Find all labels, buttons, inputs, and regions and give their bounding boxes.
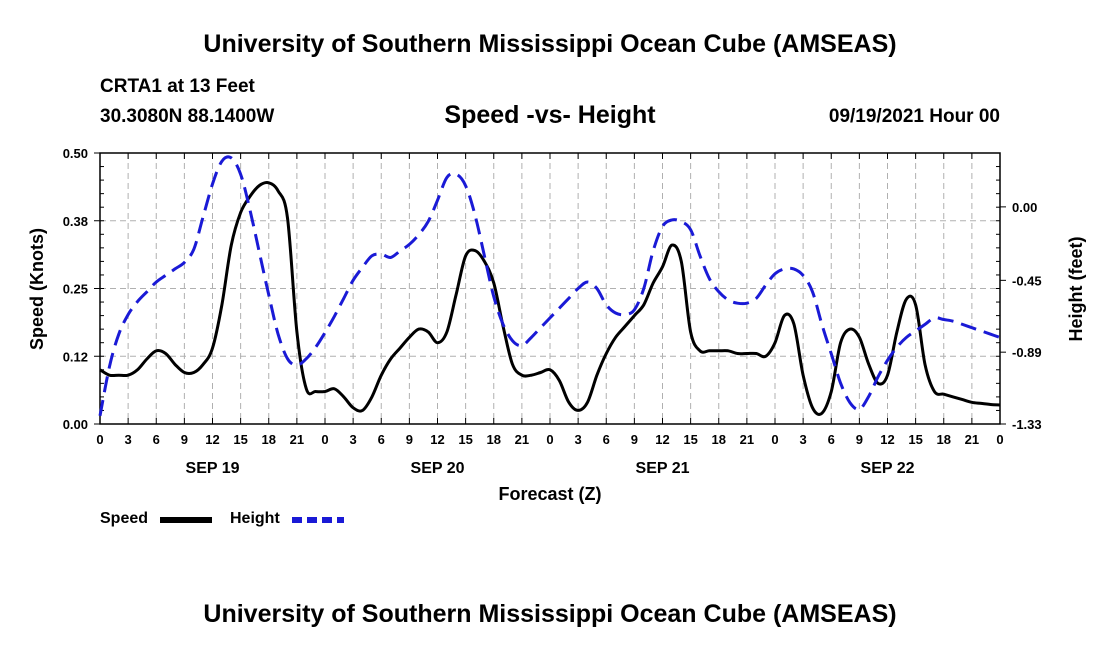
- x-tick-label: 21: [515, 432, 529, 447]
- station-label: CRTA1 at 13 Feet: [100, 76, 255, 97]
- x-tick-label: 18: [937, 432, 951, 447]
- x-tick-label: 12: [430, 432, 444, 447]
- x-tick-label: 6: [378, 432, 385, 447]
- y-tick-label: 0.00: [63, 417, 88, 432]
- y-tick-label: 0.38: [63, 214, 88, 229]
- x-tick-label: 9: [406, 432, 413, 447]
- x-tick-label: 0: [996, 432, 1003, 447]
- x-tick-label: 18: [712, 432, 726, 447]
- legend-speed-label: Speed: [100, 510, 149, 527]
- grid-lines: [100, 153, 1000, 424]
- x-tick-label: 15: [908, 432, 922, 447]
- day-label: SEP 19: [186, 460, 240, 477]
- x-tick-label: 9: [181, 432, 188, 447]
- x-tick-label: 3: [575, 432, 582, 447]
- y2-tick-label: -0.89: [1012, 345, 1042, 360]
- y-axis-label: Speed (Knots): [27, 228, 47, 350]
- x-tick-label: 0: [546, 432, 553, 447]
- day-label: SEP 21: [636, 460, 690, 477]
- x-tick-label: 9: [631, 432, 638, 447]
- x-tick-label: 18: [487, 432, 501, 447]
- forecast-datetime: 09/19/2021 Hour 00: [828, 106, 1000, 127]
- x-tick-label: 21: [965, 432, 979, 447]
- x-tick-label: 21: [290, 432, 304, 447]
- speed-series-line: [99, 181, 1001, 416]
- x-axis-label: Forecast (Z): [498, 484, 601, 504]
- chart-title-top: University of Southern Mississippi Ocean…: [203, 30, 897, 58]
- legend-height-label: Height: [230, 510, 280, 527]
- x-tick-label: 0: [96, 432, 103, 447]
- x-tick-label: 21: [740, 432, 754, 447]
- y2-axis-label: Height (feet): [1066, 237, 1086, 342]
- x-tick-label: 15: [683, 432, 697, 447]
- day-label: SEP 22: [861, 460, 915, 477]
- x-tick-label: 12: [655, 432, 669, 447]
- day-label: SEP 20: [411, 460, 465, 477]
- axis-ticks: 0 3 6 9 12 15 18 21 0 3 6 9 12 15 18 21 0 3 6 9 12 15 18 21 0 3 6 9…: [63, 146, 1042, 477]
- x-tick-label: 3: [125, 432, 132, 447]
- x-tick-label: 9: [856, 432, 863, 447]
- series-group: [98, 155, 1001, 417]
- x-tick-label: 3: [800, 432, 807, 447]
- y-tick-label: 0.12: [63, 349, 88, 364]
- height-series-line: [98, 155, 1001, 417]
- x-tick-label: 15: [458, 432, 472, 447]
- y2-tick-label: -0.45: [1012, 273, 1042, 288]
- x-tick-label: 12: [205, 432, 219, 447]
- x-tick-label: 12: [880, 432, 894, 447]
- x-tick-label: 0: [321, 432, 328, 447]
- x-tick-label: 15: [233, 432, 247, 447]
- x-tick-label: 6: [603, 432, 610, 447]
- chart-title-bottom: University of Southern Mississippi Ocean…: [203, 600, 897, 628]
- x-tick-label: 18: [262, 432, 276, 447]
- x-tick-label: 0: [771, 432, 778, 447]
- coordinates-label: 30.3080N 88.1400W: [100, 106, 275, 127]
- chart-subtitle: Speed -vs- Height: [444, 101, 656, 129]
- x-tick-label: 6: [153, 432, 160, 447]
- x-tick-label: 6: [828, 432, 835, 447]
- y2-tick-label: 0.00: [1012, 200, 1037, 215]
- y-tick-label: 0.25: [63, 282, 88, 297]
- x-tick-label: 3: [350, 432, 357, 447]
- y-tick-label: 0.50: [63, 146, 88, 161]
- y2-tick-label: -1.33: [1012, 417, 1042, 432]
